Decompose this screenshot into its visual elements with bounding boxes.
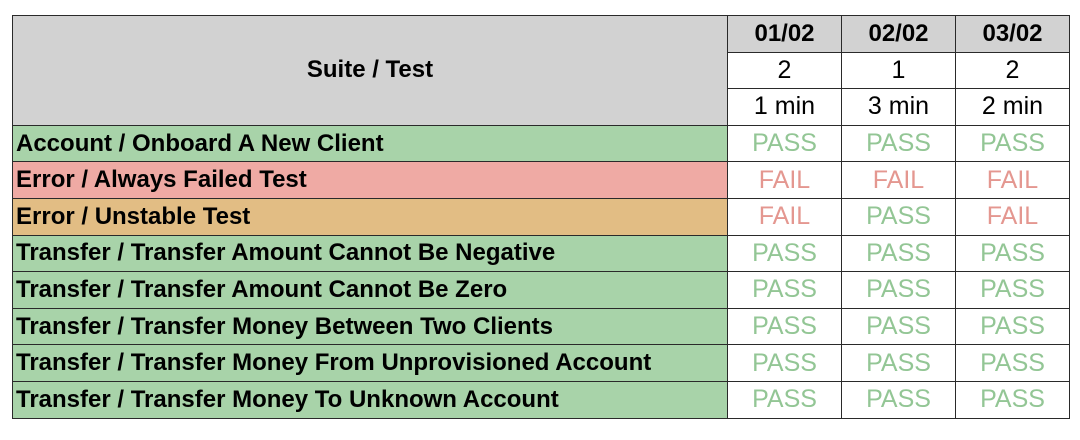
header-row-counts: 2 1 2 [13, 51, 1070, 90]
result-cell: PASS [727, 344, 842, 382]
table-row: Transfer / Transfer Money To Unknown Acc… [12, 380, 1070, 419]
result-cell: FAIL [841, 161, 956, 199]
table-body: Account / Onboard A New Client PASS PASS PA… [12, 124, 1070, 419]
result-cell: PASS [955, 271, 1070, 309]
run-date-header: 01/02 [727, 15, 842, 53]
result-cell: PASS [727, 271, 842, 309]
result-cell: FAIL [727, 161, 842, 199]
result-cell: PASS [727, 307, 842, 346]
result-cell: PASS [955, 380, 1070, 419]
test-name-cell: Error / Unstable Test [12, 197, 728, 236]
result-cell: PASS [955, 234, 1070, 273]
table-row: Transfer / Transfer Amount Cannot Be Zer… [12, 271, 1070, 309]
test-results-table: Suite / Test 01/02 02/02 03/02 2 1 2 1 m… [12, 15, 1070, 419]
run-date-header: 02/02 [841, 15, 956, 53]
suite-test-header: Suite / Test [12, 15, 728, 126]
table-row: Account / Onboard A New Client PASS PASS PA… [12, 124, 1070, 163]
test-name-cell: Transfer / Transfer Money Between Two Cl… [12, 307, 728, 346]
result-cell: PASS [841, 124, 956, 163]
table-row: Transfer / Transfer Money Between Two Cl… [12, 307, 1070, 346]
test-name-cell: Error / Always Failed Test [12, 161, 728, 199]
run-date-header: 03/02 [955, 15, 1070, 53]
table-row: Error / Always Failed Test FAIL FAIL FAIL [12, 161, 1070, 199]
result-cell: PASS [841, 307, 956, 346]
result-cell: PASS [841, 234, 956, 273]
result-cell: PASS [841, 197, 956, 236]
table-header: Suite / Test 01/02 02/02 03/02 2 1 2 1 m… [12, 15, 1070, 126]
result-cell: PASS [841, 344, 956, 382]
table-row: Transfer / Transfer Amount Cannot Be Neg… [12, 234, 1070, 273]
result-cell: PASS [727, 380, 842, 419]
result-cell: FAIL [955, 161, 1070, 199]
result-cell: PASS [727, 234, 842, 273]
table-row: Error / Unstable Test FAIL PASS FAIL [12, 197, 1070, 236]
result-cell: FAIL [727, 197, 842, 236]
run-duration: 2 min [955, 88, 1070, 126]
test-name-cell: Account / Onboard A New Client [12, 124, 728, 163]
result-cell: FAIL [955, 197, 1070, 236]
test-name-cell: Transfer / Transfer Money From Unprovisi… [12, 344, 728, 382]
result-cell: PASS [841, 380, 956, 419]
run-duration: 1 min [727, 88, 842, 126]
result-cell: PASS [955, 344, 1070, 382]
result-cell: PASS [727, 124, 842, 163]
header-row-dates: Suite / Test 01/02 02/02 03/02 [12, 15, 1070, 126]
run-count: 2 [955, 51, 1070, 90]
run-duration: 3 min [841, 88, 956, 126]
table-row: Transfer / Transfer Money From Unprovisi… [12, 344, 1070, 382]
result-cell: PASS [955, 307, 1070, 346]
run-count: 1 [841, 51, 956, 90]
result-cell: PASS [841, 271, 956, 309]
run-count: 2 [727, 51, 842, 90]
header-row-durations: 1 min 3 min 2 min [13, 88, 1070, 126]
result-cell: PASS [955, 124, 1070, 163]
test-name-cell: Transfer / Transfer Amount Cannot Be Neg… [12, 234, 728, 273]
test-name-cell: Transfer / Transfer Money To Unknown Acc… [12, 380, 728, 419]
test-name-cell: Transfer / Transfer Amount Cannot Be Zer… [12, 271, 728, 309]
